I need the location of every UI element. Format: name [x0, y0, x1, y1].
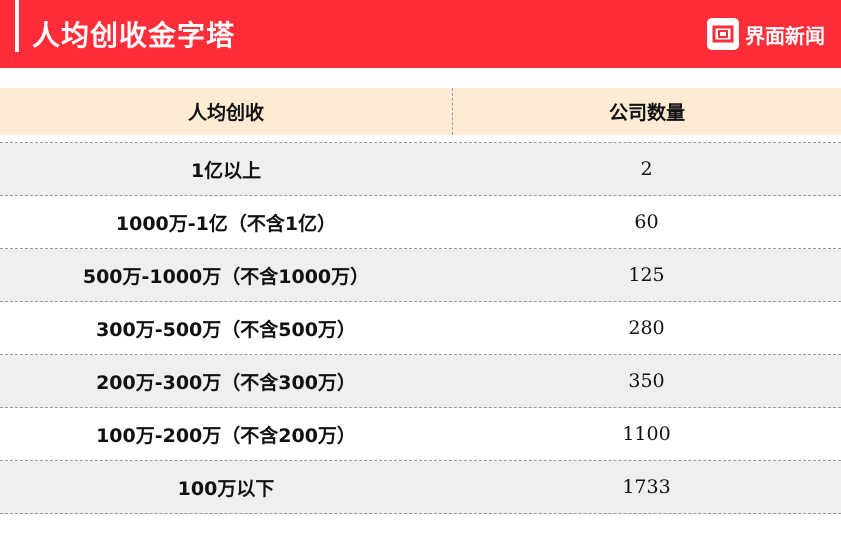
brand-logo-icon: [707, 18, 739, 50]
table-body: 1亿以上 2 1000万-1亿（不含1亿） 60 500万-1000万（不含1000万）…: [0, 142, 841, 514]
revenue-range-cell: 500万-1000万（不含1000万）: [82, 265, 370, 288]
company-count-cell: 350: [628, 370, 665, 392]
company-count-cell: 280: [628, 317, 665, 339]
page-title: 人均创收金字塔: [32, 19, 236, 52]
revenue-range-cell: 1000万-1亿（不含1亿）: [115, 212, 337, 235]
table-row: 200万-300万（不含300万） 350: [0, 355, 841, 408]
table-header: 人均创收 公司数量: [0, 88, 841, 135]
company-count-cell: 1100: [622, 423, 671, 445]
revenue-range-cell: 100万以下: [177, 477, 275, 500]
company-count-cell: 60: [634, 211, 659, 233]
brand-name: 界面新闻: [745, 23, 825, 48]
table-row: 100万以下 1733: [0, 461, 841, 514]
column-header-revenue: 人均创收: [187, 102, 264, 124]
title-bar: 人均创收金字塔 界面新闻: [0, 0, 841, 68]
table-row: 300万-500万（不含500万） 280: [0, 302, 841, 355]
title-accent-line: [15, 0, 19, 52]
table-row: 500万-1000万（不含1000万） 125: [0, 249, 841, 302]
column-header-count: 公司数量: [452, 88, 841, 135]
table-row: 100万-200万（不含200万） 1100: [0, 408, 841, 461]
company-count-cell: 1733: [622, 476, 671, 498]
revenue-range-cell: 1亿以上: [190, 159, 262, 182]
revenue-range-cell: 200万-300万（不含300万）: [96, 371, 356, 394]
table-row: 1000万-1亿（不含1亿） 60: [0, 196, 841, 249]
revenue-range-cell: 300万-500万（不含500万）: [96, 318, 356, 341]
company-count-cell: 125: [628, 264, 665, 286]
table-row: 1亿以上 2: [0, 143, 841, 196]
revenue-range-cell: 100万-200万（不含200万）: [96, 424, 356, 447]
brand-logo: 界面新闻: [707, 18, 825, 50]
company-count-cell: 2: [640, 158, 653, 180]
